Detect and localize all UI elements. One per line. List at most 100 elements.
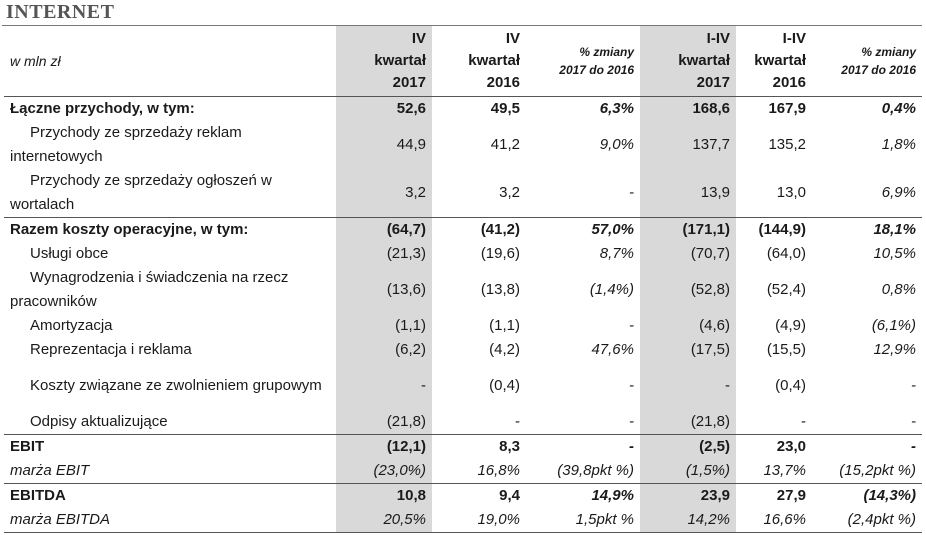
cell-value: 57,0% xyxy=(526,216,640,242)
cell-value: - xyxy=(911,413,916,430)
cell-value: 20,5% xyxy=(336,507,432,533)
cell-value: 41,2 xyxy=(490,136,520,153)
cell-value: - xyxy=(336,361,432,410)
cell-value: 168,6 xyxy=(640,96,736,121)
financial-table: w mln zł IV kwartał 2017 IV kwartał 2016… xyxy=(4,26,922,533)
cell-value: (15,2pkt %) xyxy=(839,462,916,479)
cell-value: 18,1% xyxy=(812,216,922,242)
cell-value: (14,3%) xyxy=(812,482,922,508)
table-row: marża EBIT (23,0%) 16,8% (39,8pkt %) (1,… xyxy=(4,458,922,483)
row-label: Przychody ze sprzedaży ogłoszeń w wortal… xyxy=(10,171,272,213)
cell-value: (1,1) xyxy=(489,317,520,334)
cell-value: 3,2 xyxy=(336,168,432,217)
cell-value: (6,2) xyxy=(336,337,432,362)
table-row: EBITDA 10,8 9,4 14,9% 23,9 27,9 (14,3%) xyxy=(4,482,922,508)
row-label: Przychody ze sprzedaży reklam internetow… xyxy=(10,123,242,165)
cell-value: 47,6% xyxy=(591,341,634,358)
cell-value: 167,9 xyxy=(768,100,806,117)
col-header-line: I-IV xyxy=(706,29,730,47)
cell-value: - xyxy=(526,433,640,459)
cell-value: (12,1) xyxy=(336,433,432,459)
cell-value: 137,7 xyxy=(640,120,736,169)
cell-value: (2,4pkt %) xyxy=(812,507,922,533)
row-label: Koszty związane ze zwolnieniem grupowym xyxy=(30,376,322,394)
cell-value: 0,4% xyxy=(881,100,916,117)
cell-value: (4,6) xyxy=(640,313,736,338)
table-row: Przychody ze sprzedaży reklam internetow… xyxy=(4,120,922,169)
row-label: marża EBITDA xyxy=(4,507,336,533)
row-label: EBIT xyxy=(4,433,336,459)
title-rule xyxy=(2,25,922,26)
cell-value: 6,9% xyxy=(881,184,916,201)
col-header-line: 2017 do 2016 xyxy=(841,62,916,77)
col-header-line: kwartał xyxy=(754,51,806,69)
cell-value: 9,0% xyxy=(599,136,634,153)
cell-value: 6,3% xyxy=(599,100,634,117)
col-header-line: kwartał xyxy=(678,51,730,69)
col-header-line: IV xyxy=(411,29,426,47)
cell-value: (171,1) xyxy=(640,216,736,242)
cell-value: - xyxy=(629,317,634,334)
cell-value: 1,8% xyxy=(881,136,916,153)
cell-value: 52,6 xyxy=(336,96,432,121)
cell-value: (52,4) xyxy=(766,281,806,298)
cell-value: 13,9 xyxy=(640,168,736,217)
cell-value: (1,1) xyxy=(336,313,432,338)
cell-value: (4,9) xyxy=(775,317,806,334)
col-header-iv-2017: IV kwartał 2017 xyxy=(336,26,432,97)
cell-value: 44,9 xyxy=(336,120,432,169)
cell-value: (23,0%) xyxy=(336,458,432,483)
cell-value: - xyxy=(629,377,634,394)
cell-value: 23,0 xyxy=(736,433,812,459)
cell-value: (70,7) xyxy=(640,241,736,266)
cell-value: 16,6% xyxy=(736,507,812,533)
cell-value: - xyxy=(911,377,916,394)
table-row: Łączne przychody, w tym: 52,6 49,5 6,3% … xyxy=(4,96,922,121)
cell-value: 19,0% xyxy=(432,507,526,533)
unit-label: w mln zł xyxy=(4,26,336,97)
cell-value: (13,8) xyxy=(480,281,520,298)
table-row: marża EBITDA 20,5% 19,0% 1,5pkt % 14,2% … xyxy=(4,507,922,533)
section-title: INTERNET xyxy=(6,1,115,23)
col-header-line: IV xyxy=(505,29,520,47)
table-row: Amortyzacja (1,1) (1,1) - (4,6) (4,9) (6… xyxy=(4,313,922,338)
cell-value: - xyxy=(629,184,634,201)
cell-value: 14,2% xyxy=(640,507,736,533)
cell-value: (64,7) xyxy=(336,216,432,242)
row-label: Wynagrodzenia i świadczenia na rzecz pra… xyxy=(10,268,289,310)
row-label: Razem koszty operacyjne, w tym: xyxy=(4,216,336,242)
cell-value: - xyxy=(515,413,520,430)
col-header-line: 2017 do 2016 xyxy=(559,62,634,77)
table-row: Przychody ze sprzedaży ogłoszeń w wortal… xyxy=(4,168,922,217)
cell-value: 49,5 xyxy=(490,100,520,117)
cell-value: (0,4) xyxy=(775,377,806,394)
cell-value: 3,2 xyxy=(499,184,520,201)
cell-value: - xyxy=(801,413,806,430)
cell-value: 1,5pkt % xyxy=(526,507,640,533)
cell-value: 27,9 xyxy=(736,482,812,508)
cell-value: (64,0) xyxy=(766,245,806,262)
col-header-line: 2017 xyxy=(696,73,730,91)
cell-value: 0,8% xyxy=(881,281,916,298)
row-label: EBITDA xyxy=(4,482,336,508)
cell-value: 12,9% xyxy=(873,341,916,358)
cell-value: - xyxy=(640,361,736,410)
cell-value: (2,5) xyxy=(640,433,736,459)
cell-value: 8,3 xyxy=(432,433,526,459)
table-row: Razem koszty operacyjne, w tym: (64,7) (… xyxy=(4,216,922,242)
col-header-line: % zmiany xyxy=(861,44,916,59)
cell-value: (0,4) xyxy=(489,377,520,394)
cell-value: 9,4 xyxy=(432,482,526,508)
cell-value: (21,3) xyxy=(336,241,432,266)
cell-value: (13,6) xyxy=(336,265,432,314)
cell-value: (19,6) xyxy=(480,245,520,262)
cell-value: 16,8% xyxy=(477,462,520,479)
table-row: Usługi obce (21,3) (19,6) 8,7% (70,7) (6… xyxy=(4,241,922,266)
table-row: Odpisy aktualizujące (21,8) - - (21,8) -… xyxy=(4,409,922,434)
cell-value: 14,9% xyxy=(526,482,640,508)
row-label: Amortyzacja xyxy=(30,316,113,334)
col-header-line: 2017 xyxy=(392,73,426,91)
col-header-line: kwartał xyxy=(468,51,520,69)
cell-value: (144,9) xyxy=(736,216,812,242)
cell-value: (41,2) xyxy=(432,216,526,242)
